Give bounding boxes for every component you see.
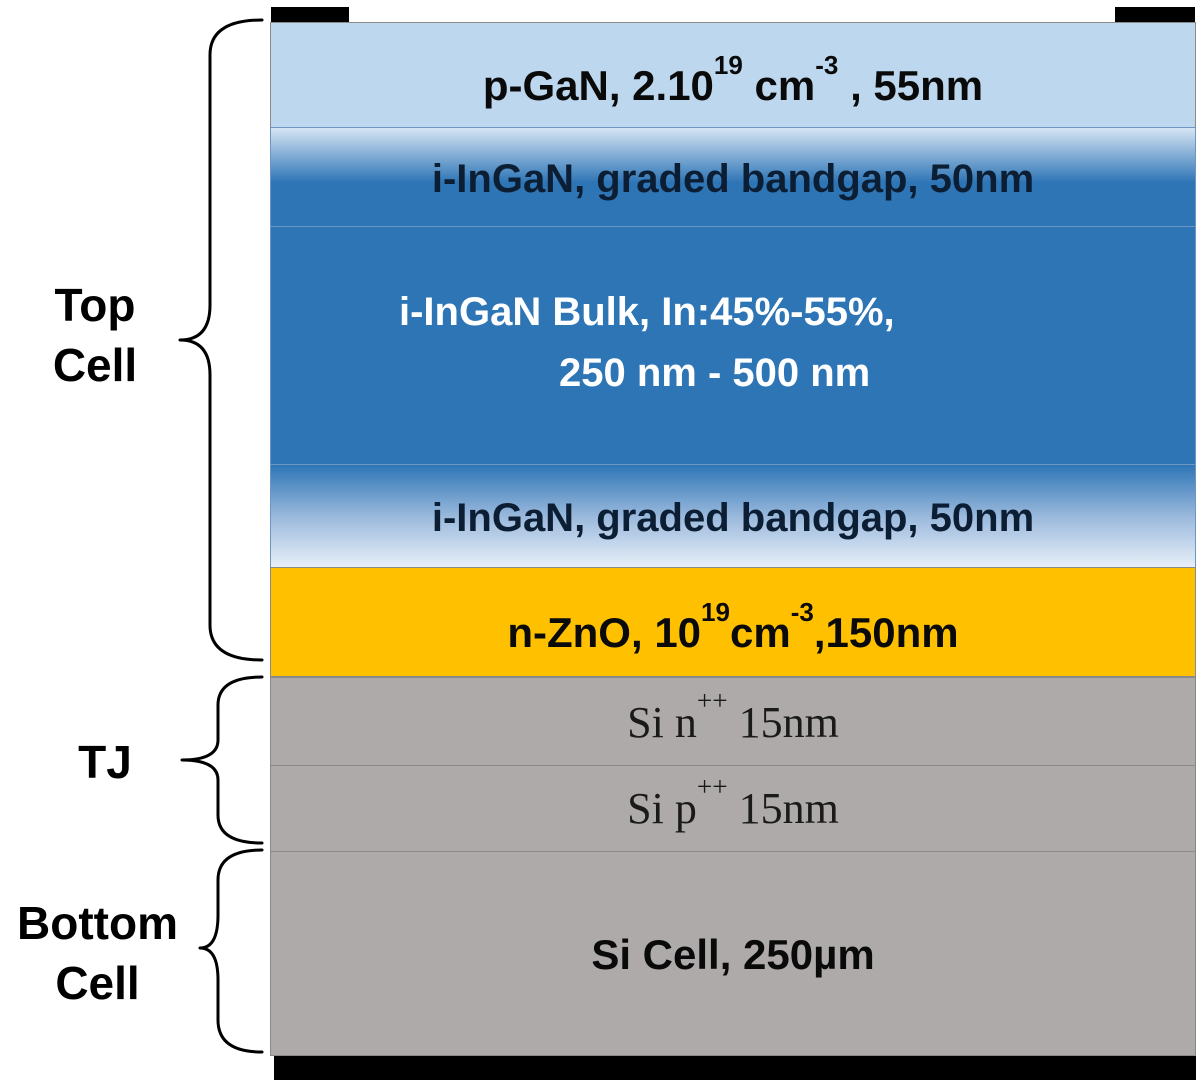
bottom-cell-label: Bottom Cell [17,897,178,1009]
n-zno-layer: n-ZnO, 1019cm-3,150nm [270,567,1196,677]
group-braces [178,18,264,1054]
graded-bandgap-bottom-layer: i-InGaN, graded bandgap, 50nm [270,464,1196,569]
top-cell-brace [178,18,264,662]
p-gan-layer: p-GaN, 2.1019 cm-3 , 55nm [270,22,1196,128]
ingan-bulk-layer: i-InGaN Bulk, In:45%-55%, 250 nm - 500 n… [270,226,1196,466]
si-p-label: Si p++ 15nm [627,771,839,833]
tj-label: TJ [78,736,132,788]
top-right-contact [1115,7,1195,23]
ingan-bulk-line2: 250 nm - 500 nm [559,351,871,395]
si-n-layer: Si n++ 15nm [270,677,1196,767]
graded-bandgap-top-layer: i-InGaN, graded bandgap, 50nm [270,127,1196,228]
si-cell-label: Si Cell, 250µm [591,931,875,978]
bottom-cell-brace [198,848,264,1054]
graded-bandgap-bottom-label: i-InGaN, graded bandgap, 50nm [431,496,1035,540]
p-gan-label: p-GaN, 2.1019 cm-3 , 55nm [482,49,984,109]
top-cell-label: Top Cell [52,279,138,391]
graded-bandgap-top-label: i-InGaN, graded bandgap, 50nm [431,157,1035,201]
tj-brace [180,675,264,845]
bottom-contact [274,1056,1196,1080]
si-cell-layer: Si Cell, 250µm [270,851,1196,1056]
si-p-layer: Si p++ 15nm [270,765,1196,853]
si-n-label: Si n++ 15nm [627,685,839,747]
top-left-contact [271,7,349,23]
n-zno-label: n-ZnO, 1019cm-3,150nm [507,596,959,656]
ingan-bulk-line1: i-InGaN Bulk, In:45%-55%, [399,290,895,334]
